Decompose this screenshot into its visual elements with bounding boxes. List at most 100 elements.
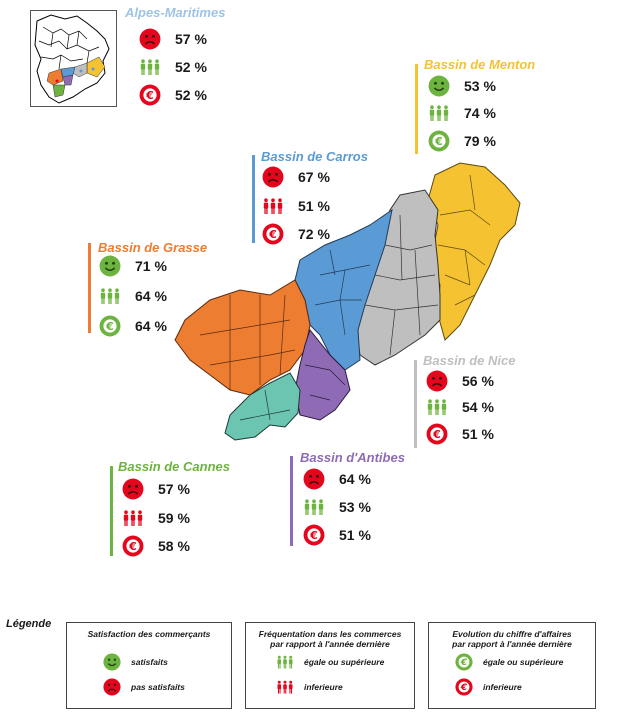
legend-frequentation-down-row: inferieure xyxy=(276,678,343,696)
nice-satisfaction-value: 56 % xyxy=(462,373,494,389)
legend-frequentation-caption-line2: par rapport à l'année dernière xyxy=(270,639,390,649)
people-lower-icon xyxy=(276,678,294,696)
legend-satisfied-row: satisfaits xyxy=(103,653,168,671)
cannes-satisfaction-value: 57 % xyxy=(158,481,190,497)
antibes-title: Bassin d'Antibes xyxy=(300,450,405,465)
alpes-frequentation-row: 52 % xyxy=(139,56,207,78)
carros-title: Bassin de Carros xyxy=(261,149,368,164)
euro-down-icon xyxy=(262,223,284,245)
legend-ca-up-row: égale ou supérieure xyxy=(455,653,563,671)
legend-ca-caption-line2: par rapport à l'année dernière xyxy=(452,639,572,649)
euro-down-icon xyxy=(139,84,161,106)
happy-face-icon xyxy=(99,255,121,277)
antibes-bar xyxy=(290,456,293,546)
menton-frequentation-value: 74 % xyxy=(464,105,496,121)
people-lower-icon xyxy=(262,195,284,217)
legend-frequentation-box: Fréquentation dans les commerces par rap… xyxy=(245,622,415,709)
legend-satisfied-label: satisfaits xyxy=(131,657,168,667)
cannes-title: Bassin de Cannes xyxy=(118,459,230,474)
people-equal-icon xyxy=(99,285,121,307)
euro-down-icon xyxy=(303,524,325,546)
legend-satisfaction-caption: Satisfaction des commerçants xyxy=(87,629,211,639)
nice-ca-row: 51 % xyxy=(426,423,494,445)
happy-face-icon xyxy=(103,653,121,671)
region-cannes xyxy=(224,372,301,441)
cannes-frequentation-row: 59 % xyxy=(122,507,190,529)
alpes-frequentation-value: 52 % xyxy=(175,59,207,75)
region-menton xyxy=(427,162,521,341)
menton-satisfaction-value: 53 % xyxy=(464,78,496,94)
cannes-frequentation-value: 59 % xyxy=(158,510,190,526)
carros-frequentation-value: 51 % xyxy=(298,198,330,214)
grasse-frequentation-row: 64 % xyxy=(99,285,167,307)
menton-satisfaction-row: 53 % xyxy=(428,75,496,97)
sad-face-icon xyxy=(122,478,144,500)
sad-face-icon xyxy=(426,370,448,392)
sad-face-icon xyxy=(262,166,284,188)
people-equal-icon xyxy=(139,56,161,78)
carros-ca-value: 72 % xyxy=(298,226,330,242)
legend-frequentation-down-label: inferieure xyxy=(304,682,343,692)
legend-frequentation-caption: Fréquentation dans les commerces par rap… xyxy=(246,629,414,649)
euro-up-icon xyxy=(455,653,473,671)
antibes-ca-value: 51 % xyxy=(339,527,371,543)
menton-bar xyxy=(415,64,418,154)
grasse-bar xyxy=(88,243,91,333)
legend-satisfaction-box: Satisfaction des commerçants satisfaits … xyxy=(66,622,232,709)
antibes-satisfaction-row: 64 % xyxy=(303,468,371,490)
cannes-satisfaction-row: 57 % xyxy=(122,478,190,500)
alpes-satisfaction-value: 57 % xyxy=(175,31,207,47)
carros-satisfaction-row: 67 % xyxy=(262,166,330,188)
antibes-satisfaction-value: 64 % xyxy=(339,471,371,487)
grasse-title: Bassin de Grasse xyxy=(98,240,208,255)
locator-map xyxy=(34,14,110,104)
nice-frequentation-value: 54 % xyxy=(462,399,494,415)
department-map xyxy=(174,162,521,441)
menton-title: Bassin de Menton xyxy=(424,57,536,72)
people-equal-icon xyxy=(303,496,325,518)
grasse-satisfaction-value: 71 % xyxy=(135,258,167,274)
legend-frequentation-up-row: égale ou supérieure xyxy=(276,653,384,671)
grasse-ca-value: 64 % xyxy=(135,318,167,334)
nice-ca-value: 51 % xyxy=(462,426,494,442)
legend-unsatisfied-label: pas satisfaits xyxy=(131,682,185,692)
euro-down-icon xyxy=(455,678,473,696)
carros-ca-row: 72 % xyxy=(262,223,330,245)
euro-up-icon xyxy=(99,315,121,337)
alpes-title: Alpes-Maritimes xyxy=(125,5,226,20)
menton-ca-row: 79 % xyxy=(428,130,496,152)
carros-bar xyxy=(252,155,255,243)
sad-face-icon xyxy=(303,468,325,490)
legend-ca-down-row: inferieure xyxy=(455,678,522,696)
people-equal-icon xyxy=(428,102,450,124)
legend-title: Légende xyxy=(6,618,52,630)
cannes-ca-value: 58 % xyxy=(158,538,190,554)
sad-face-icon xyxy=(139,28,161,50)
locator-map-inset xyxy=(30,10,117,107)
nice-title: Bassin de Nice xyxy=(423,353,516,368)
menton-ca-value: 79 % xyxy=(464,133,496,149)
alpes-ca-row: 52 % xyxy=(139,84,207,106)
legend-ca-up-label: égale ou supérieure xyxy=(483,657,564,667)
antibes-frequentation-value: 53 % xyxy=(339,499,371,515)
legend-ca-box: Evolution du chiffre d'affaires par rapp… xyxy=(428,622,596,709)
cannes-ca-row: 58 % xyxy=(122,535,190,557)
legend-ca-caption: Evolution du chiffre d'affaires par rapp… xyxy=(429,629,595,649)
nice-satisfaction-row: 56 % xyxy=(426,370,494,392)
cannes-bar xyxy=(110,466,113,556)
grasse-ca-row: 64 % xyxy=(99,315,167,337)
alpes-satisfaction-row: 57 % xyxy=(139,28,207,50)
people-equal-icon xyxy=(426,396,448,418)
euro-down-icon xyxy=(426,423,448,445)
legend-ca-down-label: inferieure xyxy=(483,682,522,692)
people-lower-icon xyxy=(122,507,144,529)
happy-face-icon xyxy=(428,75,450,97)
grasse-satisfaction-row: 71 % xyxy=(99,255,167,277)
antibes-ca-row: 51 % xyxy=(303,524,371,546)
menton-frequentation-row: 74 % xyxy=(428,102,496,124)
nice-bar xyxy=(414,360,417,448)
legend-unsatisfied-row: pas satisfaits xyxy=(103,678,185,696)
sad-face-icon xyxy=(103,678,121,696)
region-antibes xyxy=(294,328,351,421)
legend-frequentation-caption-line1: Fréquentation dans les commerces xyxy=(258,629,402,639)
